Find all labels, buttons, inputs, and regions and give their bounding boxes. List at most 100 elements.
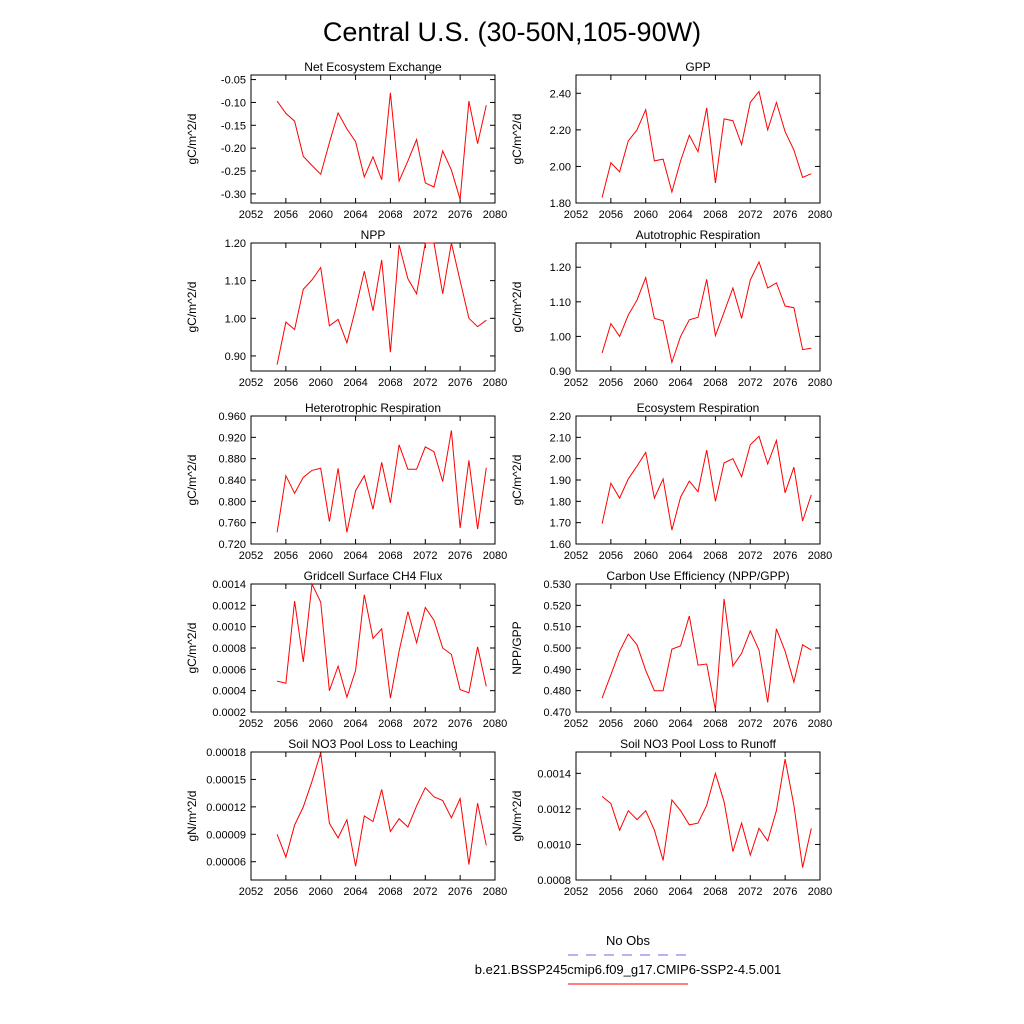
x-tick-label: 2076 <box>448 209 472 221</box>
x-tick-label: 2052 <box>239 209 263 221</box>
y-axis-label: gN/m^2/d <box>510 791 524 842</box>
y-tick-label: 0.0006 <box>212 664 246 676</box>
x-tick-label: 2080 <box>808 377 832 389</box>
y-tick-label: -0.25 <box>221 166 246 178</box>
panel-gridcell-surface-ch4-flux: Gridcell Surface CH4 Flux 2052 2056 2060 206… <box>185 569 507 730</box>
plot-frame <box>250 751 496 881</box>
panel-title: Heterotrophic Respiration <box>305 401 441 415</box>
x-tick-label: 2060 <box>633 718 657 730</box>
x-tick-label: 2060 <box>633 550 657 562</box>
x-tick-label: 2052 <box>564 209 588 221</box>
x-tick-label: 2060 <box>308 886 332 898</box>
x-tick-label: 2056 <box>274 718 298 730</box>
y-tick-label: -0.20 <box>221 143 246 155</box>
x-tick-label: 2080 <box>483 886 507 898</box>
x-tick-label: 2056 <box>274 377 298 389</box>
x-tick-label: 2068 <box>378 886 402 898</box>
y-tick-label: 0.500 <box>543 643 571 655</box>
y-tick-label: 0.920 <box>218 432 246 444</box>
x-tick-label: 2068 <box>703 718 727 730</box>
series-line <box>601 759 812 868</box>
y-tick-label: 0.840 <box>218 475 246 487</box>
y-tick-label: 2.20 <box>550 411 571 423</box>
y-axis-label: gC/m^2/d <box>510 455 524 506</box>
y-tick-label: 2.00 <box>550 161 571 173</box>
x-tick-label: 2068 <box>378 718 402 730</box>
series-line <box>601 598 812 710</box>
x-tick-label: 2060 <box>633 209 657 221</box>
x-tick-label: 2064 <box>668 209 692 221</box>
legend-obs-label: No Obs <box>606 933 651 948</box>
x-tick-label: 2076 <box>773 377 797 389</box>
x-tick-label: 2060 <box>308 550 332 562</box>
panel-gpp: GPP 2052 2056 2060 2064 2068 2072 2076 2080 1.80 2… <box>510 60 832 221</box>
y-tick-label: 1.00 <box>550 331 571 343</box>
y-tick-label: 0.480 <box>543 686 571 698</box>
x-tick-label: 2052 <box>564 377 588 389</box>
panel-title: Ecosystem Respiration <box>637 401 760 415</box>
y-tick-label: 0.00012 <box>206 802 246 814</box>
x-tick-label: 2060 <box>308 718 332 730</box>
y-tick-label: 1.90 <box>550 475 571 487</box>
y-tick-label: 1.20 <box>550 262 571 274</box>
y-tick-label: 1.20 <box>225 238 246 250</box>
panel-title: Gridcell Surface CH4 Flux <box>304 569 443 583</box>
x-tick-label: 2056 <box>599 377 623 389</box>
x-tick-label: 2076 <box>773 886 797 898</box>
y-tick-label: 0.90 <box>225 351 246 363</box>
panel-title: NPP <box>361 228 386 242</box>
panel-npp: NPP 2052 2056 2060 2064 2068 2072 2076 2080 0.90 1… <box>185 228 507 389</box>
panel-title: Soil NO3 Pool Loss to Leaching <box>288 737 457 751</box>
y-tick-label: 0.520 <box>543 600 571 612</box>
panel-title: Net Ecosystem Exchange <box>304 60 442 74</box>
x-tick-label: 2068 <box>378 377 402 389</box>
y-tick-label: 0.00009 <box>206 829 246 841</box>
x-tick-label: 2056 <box>274 209 298 221</box>
y-axis-label: gC/m^2/d <box>185 282 199 333</box>
y-axis-label: gC/m^2/d <box>185 114 199 165</box>
y-tick-label: 2.20 <box>550 125 571 137</box>
x-tick-label: 2056 <box>274 886 298 898</box>
y-tick-label: 0.470 <box>543 707 571 719</box>
x-tick-label: 2064 <box>343 886 367 898</box>
x-tick-label: 2080 <box>808 550 832 562</box>
x-tick-label: 2056 <box>599 886 623 898</box>
plot-frame <box>575 751 821 881</box>
y-tick-label: 0.0010 <box>212 622 246 634</box>
y-tick-label: 1.70 <box>550 518 571 530</box>
panel-soil-no3-pool-loss-to-leaching: Soil NO3 Pool Loss to Leaching 2052 2056 20… <box>185 737 507 898</box>
x-tick-label: 2052 <box>239 377 263 389</box>
x-tick-label: 2080 <box>483 718 507 730</box>
x-tick-label: 2076 <box>773 209 797 221</box>
x-tick-label: 2072 <box>738 886 762 898</box>
y-tick-label: 0.00006 <box>206 857 246 869</box>
panel-title: Soil NO3 Pool Loss to Runoff <box>620 737 777 751</box>
y-tick-label: 0.510 <box>543 622 571 634</box>
y-tick-label: 1.10 <box>225 276 246 288</box>
x-tick-label: 2076 <box>773 718 797 730</box>
x-tick-label: 2080 <box>483 209 507 221</box>
y-tick-label: 2.10 <box>550 432 571 444</box>
y-tick-label: 0.960 <box>218 411 246 423</box>
x-tick-label: 2072 <box>413 209 437 221</box>
x-tick-label: 2068 <box>378 209 402 221</box>
y-tick-label: 0.720 <box>218 539 246 551</box>
x-tick-label: 2052 <box>564 550 588 562</box>
x-tick-label: 2064 <box>668 718 692 730</box>
y-tick-label: 0.0014 <box>212 579 246 591</box>
x-tick-label: 2056 <box>599 718 623 730</box>
y-axis-label: gN/m^2/d <box>185 791 199 842</box>
x-tick-label: 2076 <box>448 886 472 898</box>
series-line <box>276 92 487 200</box>
y-axis-label: gC/m^2/d <box>185 455 199 506</box>
y-tick-label: 0.760 <box>218 518 246 530</box>
panel-carbon-use-efficiency-npp-gpp: Carbon Use Efficiency (NPP/GPP) 2052 2056 2… <box>510 569 832 730</box>
x-tick-label: 2068 <box>703 377 727 389</box>
x-tick-label: 2064 <box>343 550 367 562</box>
x-tick-label: 2072 <box>413 718 437 730</box>
panel-title: Autotrophic Respiration <box>636 228 761 242</box>
x-tick-label: 2064 <box>343 718 367 730</box>
x-tick-label: 2056 <box>599 209 623 221</box>
y-tick-label: 1.60 <box>550 539 571 551</box>
